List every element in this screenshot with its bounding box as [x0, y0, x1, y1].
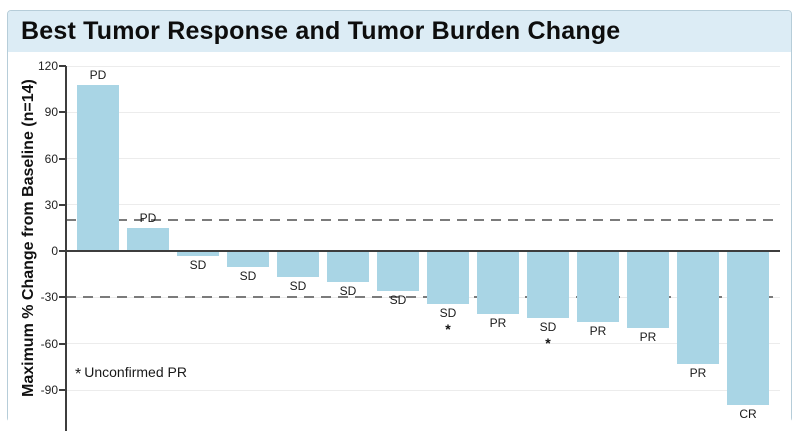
y-tick-label: 120: [37, 59, 58, 73]
bar: [577, 251, 619, 323]
gridline: [66, 389, 780, 391]
y-tick-label: -60: [40, 336, 58, 351]
bar: [477, 251, 519, 315]
y-tick: [59, 203, 66, 206]
gridline: [66, 65, 780, 67]
footnote-text: Unconfirmed PR: [84, 364, 187, 380]
gridline: [66, 204, 780, 206]
y-tick: [59, 342, 66, 345]
y-tick-label: 60: [44, 151, 58, 166]
bar: [77, 84, 119, 252]
bar-label: SD: [339, 284, 357, 299]
y-tick-label: 0: [51, 244, 58, 259]
bar: [377, 251, 419, 292]
plot-area: Maximum % Change from Baseline (n=14) 12…: [8, 52, 791, 431]
chart-title: Best Tumor Response and Tumor Burden Cha…: [21, 17, 621, 45]
bar: [177, 251, 219, 256]
y-tick-label: 90: [44, 105, 58, 120]
bar-label: PD: [139, 211, 157, 225]
bar: [627, 251, 669, 329]
bar-label: PD: [89, 67, 107, 82]
gridline: [66, 158, 780, 160]
bar-label: PR: [639, 330, 657, 345]
footnote-asterisk-icon: *: [75, 366, 82, 383]
bar: [527, 251, 569, 318]
y-tick: [59, 250, 66, 253]
bar: [227, 251, 269, 267]
bar: [677, 251, 719, 364]
bar: [127, 228, 169, 252]
bar: [727, 251, 769, 406]
bar-label: PR: [689, 365, 707, 380]
gridline: [66, 343, 780, 345]
bar-label: SD: [389, 293, 407, 308]
bar: [327, 251, 369, 283]
y-tick: [59, 65, 66, 67]
bar-asterisk-icon: *: [445, 320, 451, 337]
chart-panel: Best Tumor Response and Tumor Burden Cha…: [7, 10, 792, 431]
reference-line: [66, 296, 780, 299]
bar: [427, 251, 469, 304]
y-tick: [59, 111, 66, 114]
bar-label: PR: [489, 316, 507, 331]
y-tick: [59, 389, 66, 392]
footnote: * Unconfirmed PR: [75, 364, 187, 383]
bar-label: PR: [589, 324, 607, 339]
y-axis-line: [65, 66, 67, 431]
y-tick-label: -90: [40, 383, 58, 398]
y-tick: [59, 157, 66, 160]
bar: [277, 251, 319, 278]
bar-label: SD: [289, 279, 307, 294]
bar-label: SD: [239, 268, 257, 283]
reference-line: [66, 219, 780, 222]
bar-label: SD: [439, 305, 457, 320]
bar-label: CR: [739, 407, 757, 422]
y-tick: [59, 296, 66, 299]
y-tick-label: 30: [44, 197, 58, 212]
zero-line: [66, 250, 780, 253]
bar-asterisk-icon: *: [545, 334, 551, 351]
y-tick-label: -30: [40, 290, 58, 305]
chart-header: Best Tumor Response and Tumor Burden Cha…: [8, 11, 791, 52]
bar-label: SD: [539, 319, 557, 334]
gridline: [66, 111, 780, 113]
bar-label: SD: [189, 257, 207, 272]
